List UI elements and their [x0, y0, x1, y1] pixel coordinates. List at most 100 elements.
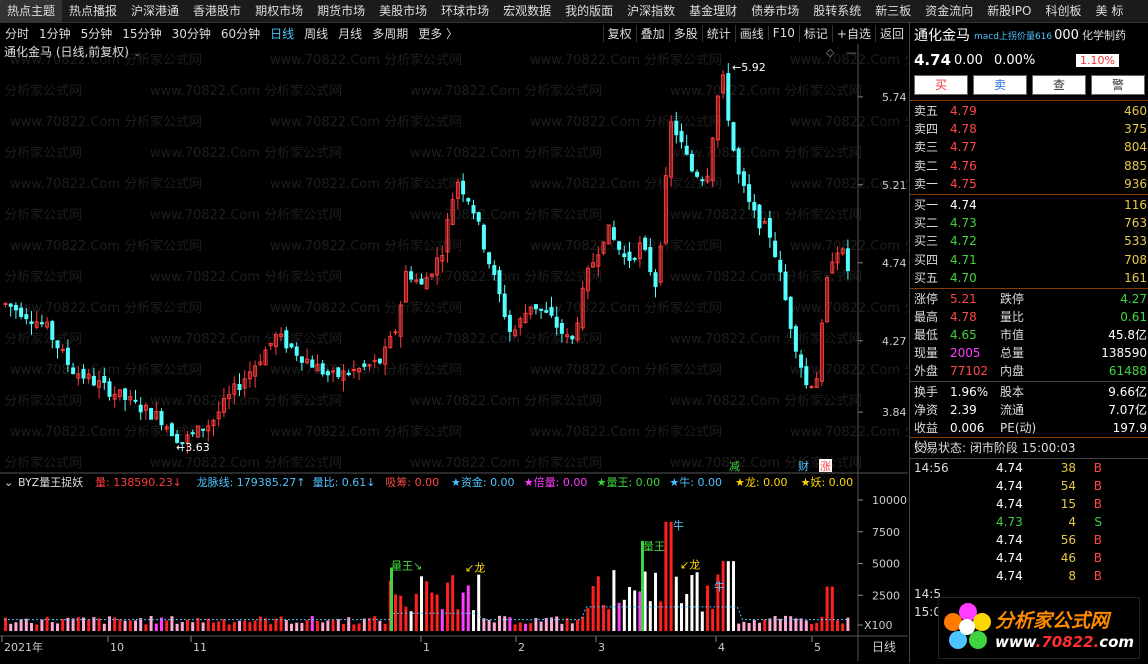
candle-body — [232, 383, 237, 395]
volume-bar — [264, 618, 267, 631]
volume-bar — [685, 594, 689, 631]
trade-button-3[interactable]: 警 — [1091, 75, 1145, 95]
volume-bar — [222, 619, 226, 631]
nav-item-16[interactable]: 新股IPO — [987, 4, 1032, 18]
volume-bar — [9, 623, 13, 631]
candle-body — [528, 306, 533, 315]
nav-item-8[interactable]: 宏观数据 — [503, 4, 552, 18]
candle-body — [398, 304, 403, 337]
ask-qty: 460 — [1124, 104, 1147, 118]
nav-item-18[interactable]: 美 标 — [1095, 4, 1124, 18]
volume-bar — [144, 624, 148, 631]
trade-button-0[interactable]: 买 — [914, 75, 968, 95]
logo-title: 分析家公式网 — [995, 609, 1110, 632]
candle-body — [403, 270, 408, 303]
timeframe-tab-4[interactable]: 30分钟 — [171, 26, 211, 41]
stat-label: 股本 — [1000, 384, 1025, 399]
volume-bar — [180, 622, 184, 631]
bid-qty: 763 — [1124, 216, 1147, 231]
nav-item-0[interactable]: 热点主题 — [0, 0, 63, 22]
candle-body — [648, 247, 653, 273]
toolbar-button-1[interactable]: 叠加 — [635, 24, 669, 42]
nav-item-11[interactable]: 基金理财 — [689, 4, 738, 18]
candle-body — [289, 343, 294, 348]
flower-logo-icon — [941, 601, 995, 655]
kline-chart[interactable]: www.70822.Com 分析家公式网 www.70822.Com 分析家公式网… — [0, 44, 982, 661]
ask-price: 4.75 — [950, 176, 977, 191]
nav-item-13[interactable]: 股转系统 — [813, 4, 862, 18]
toolbar-button-2[interactable]: 多股 — [668, 24, 702, 42]
volume-bar — [700, 611, 704, 631]
candle-body — [653, 272, 658, 288]
timeframe-tab-2[interactable]: 5分钟 — [80, 26, 113, 41]
nav-item-1[interactable]: 热点播报 — [69, 4, 118, 18]
timeframe-tab-5[interactable]: 60分钟 — [220, 26, 261, 41]
volume-king-bar — [390, 567, 393, 631]
volume-bar — [607, 609, 611, 631]
candle-body — [502, 293, 507, 318]
timeframe-tab-3[interactable]: 15分钟 — [122, 26, 162, 41]
trade-button-1[interactable]: 卖 — [973, 75, 1027, 95]
nav-item-12[interactable]: 债券市场 — [751, 4, 800, 18]
toolbar-button-8[interactable]: 返回 — [874, 24, 908, 42]
bid-qty: 533 — [1124, 234, 1147, 249]
candle-body — [143, 404, 148, 411]
candle-body — [424, 277, 429, 290]
candle-body — [565, 334, 570, 338]
ask-price: 4.77 — [950, 140, 977, 155]
volume-bar — [373, 616, 377, 631]
volume-bar — [196, 617, 200, 631]
volume-bar — [591, 586, 595, 631]
nav-item-10[interactable]: 沪深指数 — [627, 4, 676, 18]
stat-label: 净资 — [914, 402, 939, 417]
toolbar-button-6[interactable]: 标记 — [798, 24, 832, 42]
nav-item-5[interactable]: 期货市场 — [317, 4, 366, 18]
volume-bar — [804, 620, 808, 631]
timeframe-tab-10[interactable]: 更多 〉 — [418, 26, 459, 41]
nav-item-14[interactable]: 新三板 — [875, 4, 912, 18]
nav-item-17[interactable]: 科创板 — [1045, 4, 1082, 18]
volume-bar — [435, 594, 439, 631]
toolbar-button-0[interactable]: 复权 — [602, 24, 636, 42]
timeframe-tab-7[interactable]: 周线 — [304, 26, 329, 41]
toolbar-button-3[interactable]: 统计 — [701, 24, 735, 42]
volume-bar — [357, 623, 361, 631]
candle-body — [513, 329, 518, 336]
toolbar-button-7[interactable]: +自选 — [831, 24, 875, 42]
price-axis-label: 5.21 — [882, 179, 907, 192]
timeframe-tab-8[interactable]: 月线 — [338, 26, 363, 41]
watermark-text: www.70822.Com 分析家公式网 — [10, 362, 202, 378]
volume-bar — [706, 585, 709, 631]
stat-value: 0.61 — [1120, 309, 1147, 324]
candle-body — [341, 370, 346, 381]
nav-item-4[interactable]: 期权市场 — [255, 4, 304, 18]
nav-item-7[interactable]: 环球市场 — [441, 4, 490, 18]
nav-item-6[interactable]: 美股市场 — [379, 4, 428, 18]
trade-button-2[interactable]: 查 — [1032, 75, 1086, 95]
chart-dropdown-icon: ⌄ — [133, 48, 141, 59]
volume-bar — [123, 620, 127, 631]
tick-time — [914, 531, 996, 549]
timeframe-tab-6[interactable]: 日线 — [270, 26, 295, 41]
stat-label: 外盘 — [914, 363, 939, 378]
candle-body — [279, 333, 284, 337]
nav-item-15[interactable]: 资金流向 — [925, 4, 974, 18]
timeframe-tab-9[interactable]: 多周期 — [372, 26, 409, 41]
volume-bar — [404, 606, 408, 631]
tick-row: 4.74 8 B — [910, 567, 1148, 585]
volume-bar — [352, 624, 356, 631]
candle-body — [575, 322, 580, 341]
candle-body — [669, 121, 674, 178]
bid-qty: 161 — [1124, 270, 1147, 285]
timeframe-tab-1[interactable]: 1分钟 — [39, 26, 71, 41]
nav-item-3[interactable]: 香港股市 — [193, 4, 242, 18]
toolbar-button-4[interactable]: 画线 — [734, 24, 768, 42]
nav-item-9[interactable]: 我的版面 — [565, 4, 614, 18]
timeframe-tab-0[interactable]: 分时 — [5, 26, 30, 41]
watermark-text: www.70822.Com 分析家公式网 — [410, 393, 602, 409]
toolbar-button-5[interactable]: F10 — [767, 26, 799, 40]
candle-body — [346, 372, 351, 376]
tick-price: 4.74 — [996, 550, 1023, 565]
nav-item-2[interactable]: 沪深港通 — [131, 4, 180, 18]
volume-bar — [19, 618, 23, 631]
